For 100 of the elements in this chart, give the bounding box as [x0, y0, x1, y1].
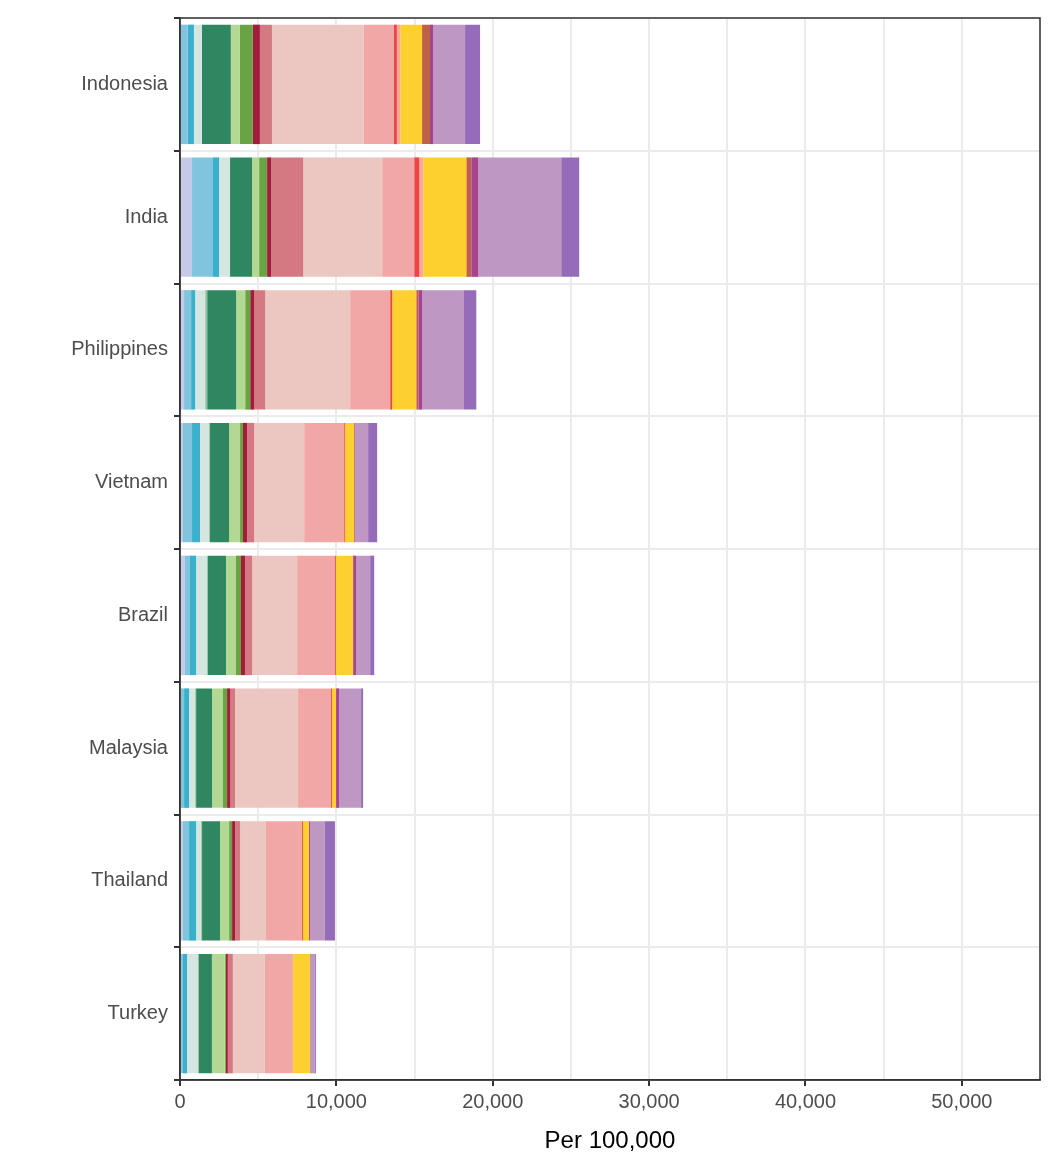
bar — [368, 422, 378, 543]
y-tick-label: Malaysia — [89, 735, 169, 758]
bar — [243, 422, 248, 543]
bar — [198, 953, 212, 1074]
bar — [309, 953, 315, 1074]
bar — [400, 24, 423, 145]
bar — [182, 821, 190, 941]
bar — [187, 24, 194, 145]
bar — [414, 157, 420, 277]
bar — [478, 157, 562, 277]
x-tick-label: 40,000 — [774, 1089, 837, 1112]
bar — [232, 953, 265, 1074]
bar — [361, 688, 364, 808]
bar — [210, 422, 230, 543]
bar — [252, 555, 298, 676]
bar — [331, 688, 337, 808]
bar — [212, 688, 223, 808]
bar — [235, 555, 241, 676]
bar — [419, 157, 424, 277]
bar — [264, 953, 293, 1074]
bar — [471, 157, 479, 277]
bar — [247, 422, 255, 543]
bar — [223, 688, 228, 808]
bar — [422, 24, 431, 145]
bar — [298, 688, 332, 808]
bar — [245, 290, 251, 410]
bar — [230, 24, 240, 145]
bar — [181, 24, 188, 145]
bar — [191, 290, 196, 410]
bar — [187, 953, 198, 1074]
bar — [190, 555, 197, 676]
bar — [363, 24, 394, 145]
bar — [235, 688, 299, 808]
bar — [266, 821, 302, 941]
bar — [370, 555, 375, 676]
bar — [207, 555, 226, 676]
bar — [205, 290, 208, 410]
bar — [184, 290, 192, 410]
bar — [240, 821, 266, 941]
bar — [196, 555, 208, 676]
bar — [303, 157, 383, 277]
bar — [230, 157, 253, 277]
bar — [189, 821, 197, 941]
bar — [350, 290, 391, 410]
x-tick-label: 0 — [174, 1089, 186, 1112]
bar — [201, 24, 231, 145]
y-tick-label: Brazil — [117, 602, 168, 625]
bar — [356, 555, 371, 676]
bar — [230, 688, 236, 808]
bar — [240, 422, 244, 543]
bar — [202, 821, 221, 941]
bar — [309, 821, 325, 941]
bar — [265, 290, 351, 410]
bar — [181, 555, 185, 676]
bar — [254, 290, 266, 410]
bar — [196, 688, 213, 808]
bar — [254, 422, 305, 543]
bar — [336, 555, 354, 676]
x-tick-label: 30,000 — [618, 1089, 680, 1112]
bar — [292, 953, 310, 1074]
y-tick-label: Philippines — [71, 337, 168, 360]
bar — [229, 422, 241, 543]
bar — [465, 24, 481, 145]
x-tick-label: 20,000 — [462, 1089, 524, 1112]
bar — [463, 290, 477, 410]
bar — [181, 290, 185, 410]
bar — [240, 555, 246, 676]
bar — [259, 24, 272, 145]
bar — [252, 24, 260, 145]
y-tick-label: Vietnam — [94, 470, 168, 493]
bar — [393, 24, 397, 145]
bar — [466, 157, 472, 277]
bar — [195, 290, 206, 410]
bar — [189, 688, 196, 808]
bar — [430, 24, 433, 145]
bar — [196, 821, 202, 941]
bar — [416, 290, 419, 410]
bar — [422, 290, 464, 410]
bar — [192, 157, 213, 277]
bar — [259, 157, 268, 277]
bar — [239, 24, 253, 145]
bar — [267, 157, 272, 277]
bar — [302, 821, 309, 941]
bar — [212, 157, 220, 277]
x-tick-label: 50,000 — [931, 1089, 993, 1112]
bar — [200, 422, 210, 543]
y-tick-label: India — [124, 204, 169, 227]
bar — [211, 953, 225, 1074]
bar — [227, 688, 231, 808]
bar — [182, 953, 188, 1074]
bar — [235, 821, 241, 941]
bar — [336, 688, 340, 808]
y-tick-label: Turkey — [107, 1001, 168, 1024]
bar — [184, 688, 190, 808]
bar — [192, 422, 201, 543]
bar — [433, 24, 466, 145]
bar — [382, 157, 415, 277]
bar — [225, 555, 236, 676]
y-tick-label: Indonesia — [81, 71, 169, 94]
bar — [339, 688, 362, 808]
